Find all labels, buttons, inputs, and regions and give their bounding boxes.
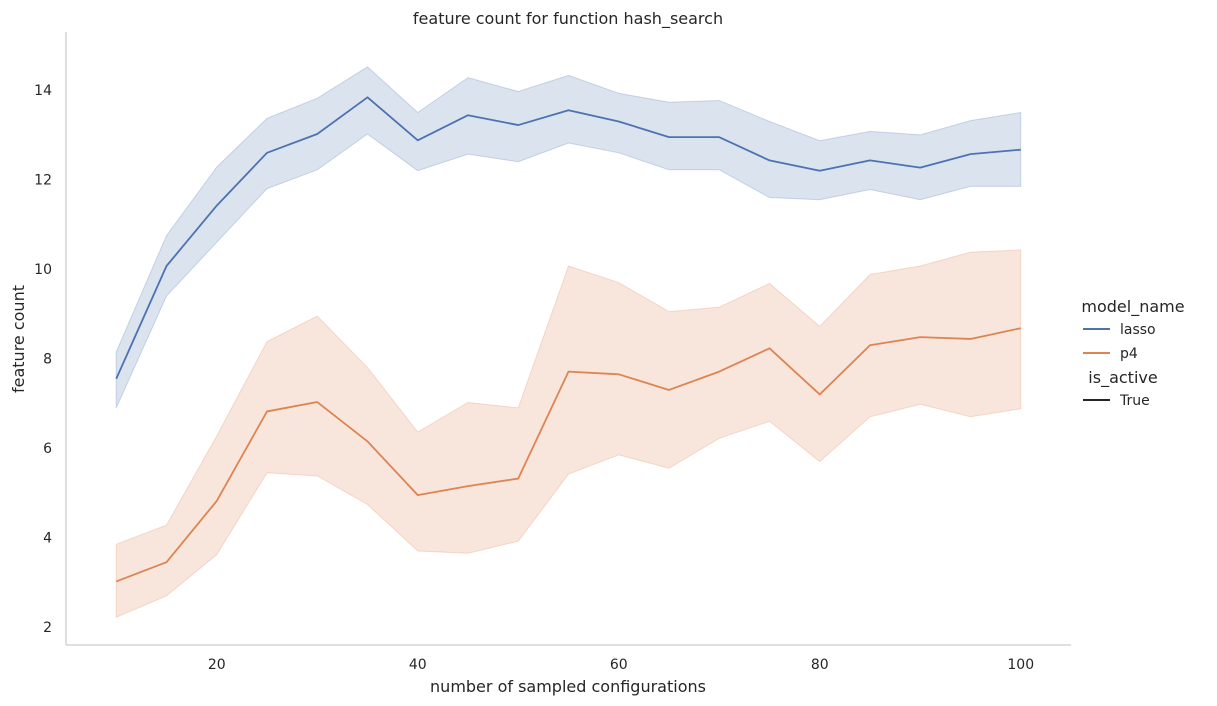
y-tick-label: 6 xyxy=(43,441,52,457)
y-tick-label: 12 xyxy=(34,173,52,189)
legend-hue-entries: lasso p4 xyxy=(1083,322,1156,362)
x-tick-label: 40 xyxy=(409,657,427,673)
x-tick-label: 100 xyxy=(1007,657,1034,673)
legend-label-p4: p4 xyxy=(1120,346,1138,362)
ci-band-p4 xyxy=(115,249,1022,619)
series-lines xyxy=(115,96,1021,583)
y-tick-label: 10 xyxy=(34,262,52,278)
x-tick-labels: 20 40 60 80 100 xyxy=(208,657,1034,673)
y-tick-labels: 2 4 6 8 10 12 14 xyxy=(34,83,52,636)
legend-label-lasso: lasso xyxy=(1120,322,1156,338)
ci-band-lasso xyxy=(115,66,1022,409)
chart-title: feature count for function hash_search xyxy=(413,9,723,29)
y-tick-label: 2 xyxy=(43,620,52,636)
x-tick-label: 80 xyxy=(811,657,829,673)
legend-hue-title: model_name xyxy=(1081,297,1184,317)
y-axis-label: feature count xyxy=(9,285,28,393)
x-tick-label: 20 xyxy=(208,657,226,673)
legend-style-entries: True xyxy=(1083,393,1150,409)
series-line-p4 xyxy=(115,327,1021,583)
legend: model_name lasso p4 is_active True xyxy=(1081,297,1184,409)
confidence-bands xyxy=(115,66,1022,619)
legend-style-title: is_active xyxy=(1088,368,1157,388)
y-tick-label: 4 xyxy=(43,531,52,547)
y-tick-label: 14 xyxy=(34,83,52,99)
series-line-lasso xyxy=(115,96,1021,380)
legend-label-style: True xyxy=(1119,393,1150,409)
x-axis-label: number of sampled configurations xyxy=(430,677,706,696)
x-tick-label: 60 xyxy=(610,657,628,673)
y-tick-label: 8 xyxy=(43,352,52,368)
